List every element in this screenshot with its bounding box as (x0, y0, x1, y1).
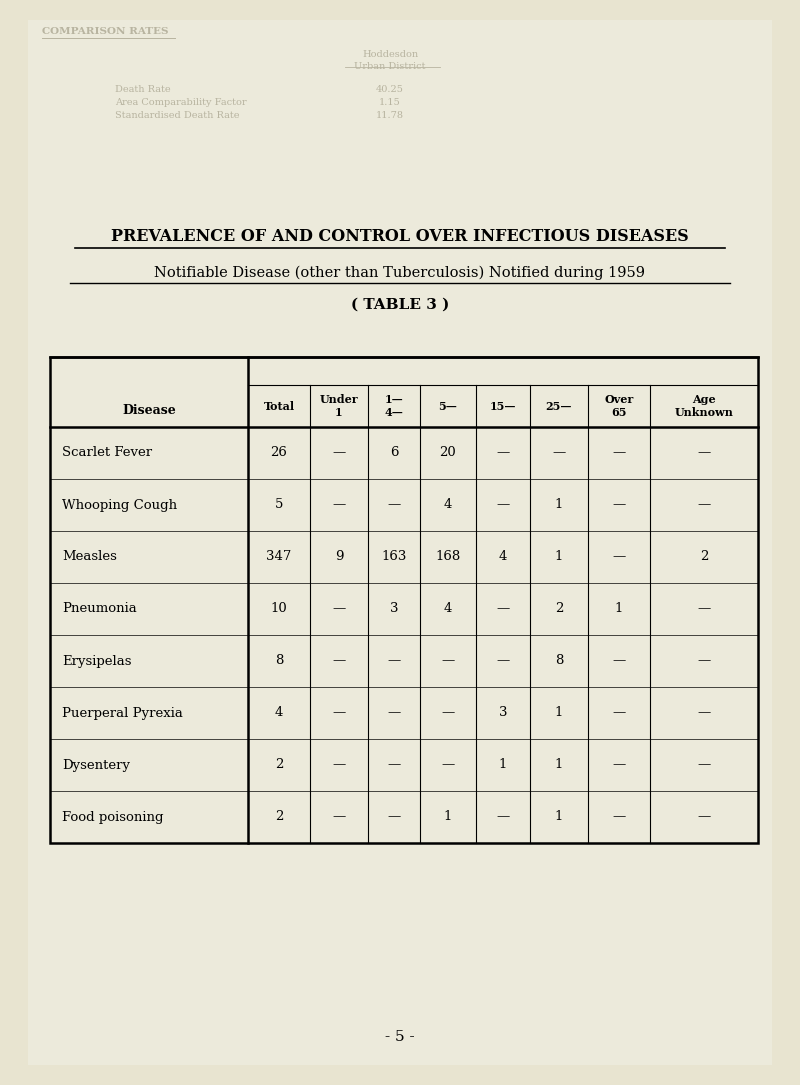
Text: —: — (442, 758, 454, 771)
Text: Standardised Death Rate: Standardised Death Rate (115, 111, 239, 120)
Text: —: — (496, 498, 510, 511)
Text: 1: 1 (444, 810, 452, 824)
Text: 10: 10 (270, 602, 287, 615)
Text: 1—
4—: 1— 4— (385, 394, 403, 418)
Text: —: — (698, 602, 710, 615)
Text: —: — (698, 654, 710, 667)
Text: 5: 5 (275, 498, 283, 511)
Text: Disease: Disease (122, 404, 176, 417)
Text: 6: 6 (390, 447, 398, 460)
Text: —: — (698, 447, 710, 460)
Text: —: — (698, 706, 710, 719)
Text: —: — (612, 706, 626, 719)
Text: 4: 4 (499, 550, 507, 563)
Text: Pneumonia: Pneumonia (62, 602, 137, 615)
Text: —: — (387, 758, 401, 771)
Text: —: — (612, 447, 626, 460)
Text: —: — (387, 706, 401, 719)
Text: —: — (552, 447, 566, 460)
Text: —: — (612, 810, 626, 824)
Text: —: — (612, 498, 626, 511)
Text: PREVALENCE OF AND CONTROL OVER INFECTIOUS DISEASES: PREVALENCE OF AND CONTROL OVER INFECTIOU… (111, 228, 689, 245)
Text: 1: 1 (555, 706, 563, 719)
Text: —: — (496, 654, 510, 667)
Text: 25—: 25— (546, 400, 572, 411)
Text: 5—: 5— (438, 400, 458, 411)
Text: 11.78: 11.78 (376, 111, 404, 120)
Text: COMPARISON RATES: COMPARISON RATES (42, 27, 169, 36)
Text: 1: 1 (555, 810, 563, 824)
Text: 26: 26 (270, 447, 287, 460)
Text: 8: 8 (275, 654, 283, 667)
Text: —: — (496, 810, 510, 824)
Text: - 5 -: - 5 - (385, 1030, 415, 1044)
Text: 20: 20 (440, 447, 456, 460)
Text: Area Comparability Factor: Area Comparability Factor (115, 98, 246, 107)
Text: —: — (698, 498, 710, 511)
Text: —: — (332, 498, 346, 511)
Text: —: — (496, 447, 510, 460)
Text: 1: 1 (615, 602, 623, 615)
Text: Measles: Measles (62, 550, 117, 563)
Text: —: — (612, 654, 626, 667)
Text: 1: 1 (555, 498, 563, 511)
Text: 4: 4 (444, 498, 452, 511)
Text: —: — (442, 654, 454, 667)
Text: —: — (612, 550, 626, 563)
Text: Hoddesdon: Hoddesdon (362, 50, 418, 59)
Text: Urban District: Urban District (354, 62, 426, 71)
Text: Whooping Cough: Whooping Cough (62, 498, 177, 511)
Text: Scarlet Fever: Scarlet Fever (62, 447, 152, 460)
Text: 1.15: 1.15 (379, 98, 401, 107)
Text: 1: 1 (555, 758, 563, 771)
Text: —: — (698, 758, 710, 771)
Text: Notifiable Disease (other than Tuberculosis) Notified during 1959: Notifiable Disease (other than Tuberculo… (154, 266, 646, 280)
Text: Dysentery: Dysentery (62, 758, 130, 771)
Text: Over
65: Over 65 (604, 394, 634, 418)
Text: 163: 163 (382, 550, 406, 563)
Text: —: — (442, 706, 454, 719)
Text: —: — (332, 706, 346, 719)
Text: 2: 2 (555, 602, 563, 615)
Text: —: — (387, 498, 401, 511)
Text: —: — (332, 447, 346, 460)
Text: —: — (332, 654, 346, 667)
Text: 15—: 15— (490, 400, 516, 411)
Text: 3: 3 (390, 602, 398, 615)
Text: —: — (387, 654, 401, 667)
Text: 4: 4 (275, 706, 283, 719)
Text: Total: Total (263, 400, 294, 411)
Text: 347: 347 (266, 550, 292, 563)
Text: Age
Unknown: Age Unknown (674, 394, 734, 418)
Text: 9: 9 (334, 550, 343, 563)
Text: 1: 1 (555, 550, 563, 563)
Text: 8: 8 (555, 654, 563, 667)
Text: 40.25: 40.25 (376, 85, 404, 94)
Text: —: — (496, 602, 510, 615)
Text: —: — (332, 758, 346, 771)
Text: —: — (332, 602, 346, 615)
Text: —: — (698, 810, 710, 824)
Text: 1: 1 (499, 758, 507, 771)
Text: Erysipelas: Erysipelas (62, 654, 131, 667)
Text: 4: 4 (444, 602, 452, 615)
Bar (50, 357, 758, 843)
Text: 2: 2 (700, 550, 708, 563)
Text: Food poisoning: Food poisoning (62, 810, 163, 824)
Text: 2: 2 (275, 758, 283, 771)
Text: 3: 3 (498, 706, 507, 719)
Text: —: — (332, 810, 346, 824)
Text: —: — (612, 758, 626, 771)
Text: ( TABLE 3 ): ( TABLE 3 ) (351, 298, 449, 312)
Text: 2: 2 (275, 810, 283, 824)
Text: Puerperal Pyrexia: Puerperal Pyrexia (62, 706, 183, 719)
Text: Under
1: Under 1 (320, 394, 358, 418)
Text: 168: 168 (435, 550, 461, 563)
Text: Death Rate: Death Rate (115, 85, 170, 94)
Text: —: — (387, 810, 401, 824)
